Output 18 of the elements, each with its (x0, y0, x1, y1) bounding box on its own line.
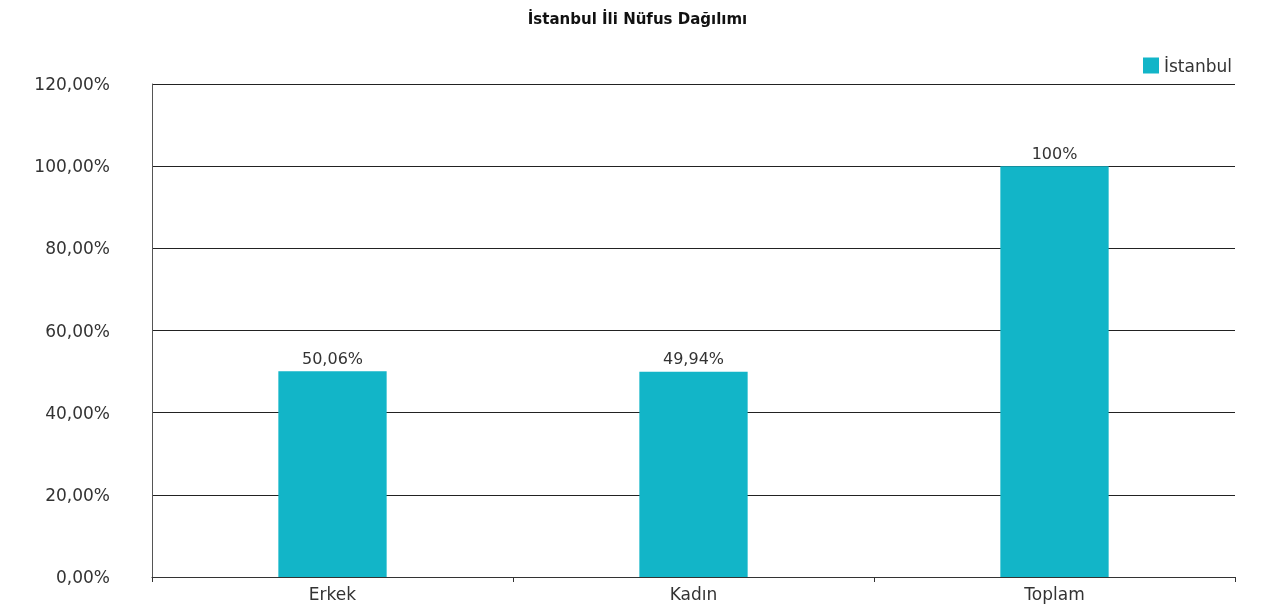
data-label: 100% (1031, 143, 1078, 163)
y-tick-label: 20,00% (45, 484, 110, 505)
y-tick-label: 80,00% (45, 238, 110, 259)
bar (278, 371, 387, 577)
x-tick-label: Erkek (308, 583, 357, 604)
x-tick-label: Kadın (669, 583, 718, 604)
y-tick-label: 120,00% (34, 74, 110, 94)
chart-title: İstanbul İli Nüfus Dağılımı (527, 8, 748, 28)
y-tick-label: 0,00% (55, 567, 110, 587)
data-label: 49,94% (662, 349, 725, 369)
data-label: 50,06% (301, 348, 364, 368)
legend-label: İstanbul (1163, 55, 1233, 76)
y-tick-label: 60,00% (45, 320, 110, 341)
x-tick-label: Toplam (1023, 583, 1085, 604)
bar (1000, 166, 1109, 577)
y-tick-label: 100,00% (34, 156, 110, 177)
y-tick-label: 40,00% (45, 402, 110, 423)
bar (639, 371, 748, 577)
